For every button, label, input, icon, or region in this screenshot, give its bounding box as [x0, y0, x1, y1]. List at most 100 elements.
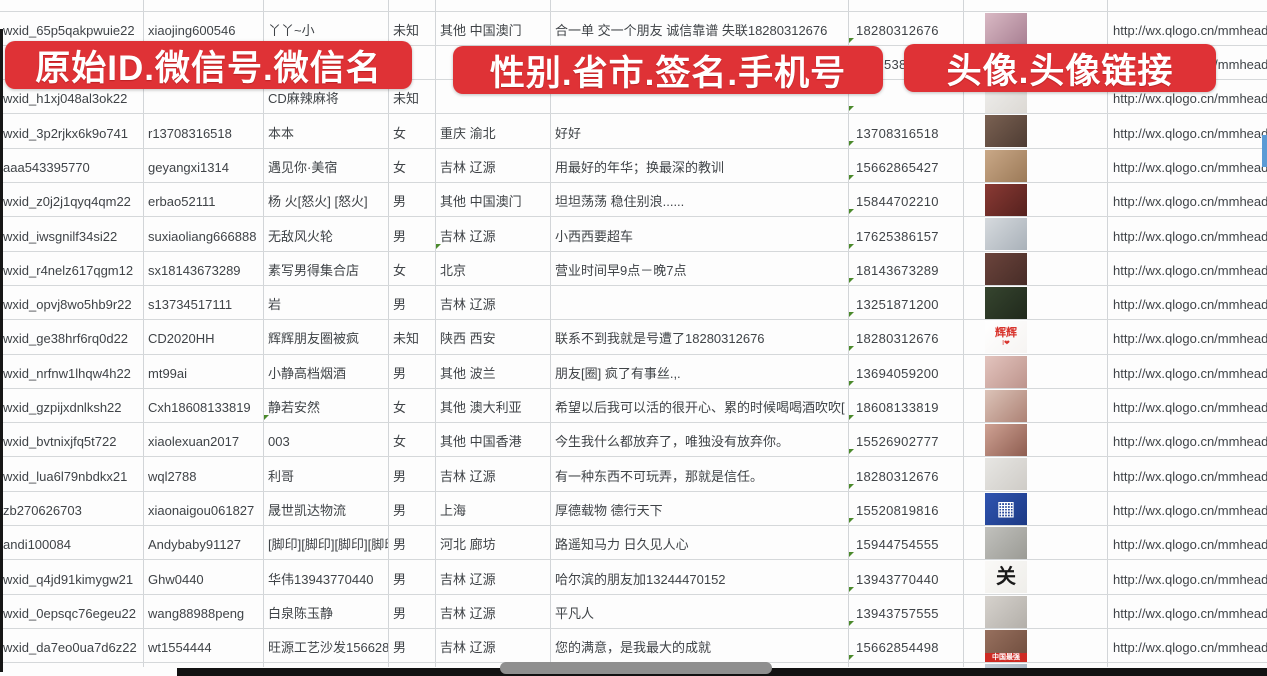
cell-name[interactable]: 晟世凯达物流	[263, 492, 388, 525]
cell-id[interactable]: wxid_0epsqc76egeu22	[0, 595, 143, 628]
cell-avatar[interactable]: ▦	[963, 492, 1107, 525]
cell-province[interactable]: 上海	[435, 492, 550, 525]
cell-name[interactable]: 利哥	[263, 457, 388, 490]
cell-id[interactable]	[0, 663, 143, 676]
cell-avatar[interactable]: 中国最强	[963, 629, 1107, 662]
cell-name[interactable]: CD麻辣麻将	[263, 80, 388, 113]
cell-gender[interactable]: 男	[388, 526, 435, 559]
cell-name[interactable]: 素写男得集合店	[263, 252, 388, 285]
cell-url[interactable]: http://wx.qlogo.cn/mmhead	[1107, 320, 1267, 353]
cell-phone[interactable]: 18280312676	[848, 12, 963, 45]
cell-avatar[interactable]	[963, 595, 1107, 628]
cell-wechat_id[interactable]: mt99ai	[143, 355, 263, 388]
avatar-image[interactable]: 辉辉 I❤	[985, 321, 1027, 354]
cell-url[interactable]: http://wx.qlogo.cn/mmhead	[1107, 355, 1267, 388]
cell-signature[interactable]	[550, 286, 848, 319]
cell-gender[interactable]: 男	[388, 492, 435, 525]
avatar-image[interactable]	[985, 149, 1027, 182]
cell-phone[interactable]: 15662854498	[848, 629, 963, 662]
cell-wechat_id[interactable]: erbao52111	[143, 183, 263, 216]
cell-signature[interactable]: 朋友[圈] 疯了有事丝.,.	[550, 355, 848, 388]
cell-id[interactable]: zb270626703	[0, 492, 143, 525]
cell-gender[interactable]: 女	[388, 252, 435, 285]
cell-id[interactable]: wxid_bvtnixjfq5t722	[0, 423, 143, 456]
cell-signature[interactable]: 您的满意，是我最大的成就	[550, 629, 848, 662]
cell-wechat_id[interactable]: Ghw0440	[143, 560, 263, 593]
cell-phone[interactable]	[848, 80, 963, 113]
avatar-image[interactable]	[985, 458, 1027, 491]
cell-url[interactable]: http://wx.qlogo.cn/mmhead	[1107, 492, 1267, 525]
cell-gender[interactable]: 未知	[388, 320, 435, 353]
cell-wechat_id[interactable]: xiaonaigou061827	[143, 492, 263, 525]
cell-phone[interactable]: 18280312676	[848, 457, 963, 490]
cell-avatar[interactable]	[963, 526, 1107, 559]
cell-avatar[interactable]	[963, 114, 1107, 148]
avatar-image[interactable]	[985, 424, 1027, 457]
cell-wechat_id[interactable]: wang88988peng	[143, 595, 263, 628]
cell-phone[interactable]: 15520819816	[848, 492, 963, 525]
cell-name[interactable]: 杨 火[怒火] [怒火]	[263, 183, 388, 216]
cell-phone[interactable]: 18280312676	[848, 320, 963, 353]
cell-id[interactable]: wxid_opvj8wo5hb9r22	[0, 286, 143, 319]
cell-phone[interactable]: 18143673289	[848, 252, 963, 285]
avatar-image[interactable]	[985, 184, 1027, 216]
cell-wechat_id[interactable]: CD2020HH	[143, 320, 263, 353]
cell-phone[interactable]: 18608133819	[848, 389, 963, 422]
cell-phone[interactable]: 15662865427	[848, 149, 963, 182]
cell-name[interactable]: [脚印][脚印][脚印][脚印]	[263, 526, 388, 559]
cell-name[interactable]: 遇见你·美宿	[263, 149, 388, 182]
avatar-image[interactable]	[985, 389, 1027, 422]
cell-name[interactable]: 无敌风火轮	[263, 217, 388, 250]
cell-signature[interactable]: 平凡人	[550, 595, 848, 628]
cell-gender[interactable]: 男	[388, 629, 435, 662]
cell-province[interactable]: 吉林 辽源	[435, 595, 550, 628]
cell-phone[interactable]: 13943770440	[848, 560, 963, 593]
cell-id[interactable]: wxid_iwsgnilf34si22	[0, 217, 143, 250]
cell-gender[interactable]: 男	[388, 183, 435, 216]
cell-signature[interactable]: 路遥知马力 日久见人心	[550, 526, 848, 559]
cell-id[interactable]: wxid_65p5qakpwuie22	[0, 12, 143, 45]
cell-url[interactable]: http://wx.qlogo.cn/mmhead	[1107, 526, 1267, 559]
cell-signature[interactable]: 好好	[550, 114, 848, 147]
cell-wechat_id[interactable]: wt1554444	[143, 629, 263, 662]
cell-avatar[interactable]: 辉辉 I❤	[963, 320, 1107, 354]
cell-phone[interactable]: 13251871200	[848, 286, 963, 319]
avatar-image[interactable]	[985, 12, 1027, 45]
cell-gender[interactable]: 女	[388, 389, 435, 422]
cell-id[interactable]: wxid_3p2rjkx6k9o741	[0, 114, 143, 147]
avatar-image[interactable]	[985, 252, 1027, 285]
cell-avatar[interactable]	[963, 355, 1107, 388]
cell-phone[interactable]: 13694059200	[848, 355, 963, 388]
cell-province[interactable]: 重庆 渝北	[435, 114, 550, 147]
cell-signature[interactable]: 厚德载物 德行天下	[550, 492, 848, 525]
avatar-image[interactable]	[985, 355, 1027, 388]
cell-phone[interactable]: 15526902777	[848, 423, 963, 456]
cell-url[interactable]: http://wx.qlogo.cn/mmhead	[1107, 423, 1267, 456]
cell-avatar[interactable]	[963, 252, 1107, 285]
avatar-image[interactable]	[985, 527, 1027, 559]
cell-signature[interactable]: 用最好的年华；换最深的教训	[550, 149, 848, 182]
cell-gender[interactable]: 未知	[388, 80, 435, 113]
cell-province[interactable]: 其他 中国澳门	[435, 183, 550, 216]
cell-province[interactable]: 其他 中国澳门	[435, 12, 550, 45]
cell-name[interactable]: 静若安然	[263, 389, 388, 422]
cell-signature[interactable]: 有一种东西不可玩弄，那就是信任。	[550, 457, 848, 490]
cell-signature[interactable]: 坦坦荡荡 稳住别浪......	[550, 183, 848, 216]
cell-gender[interactable]: 男	[388, 217, 435, 250]
cell-wechat_id[interactable]: sx18143673289	[143, 252, 263, 285]
avatar-image[interactable]	[985, 595, 1027, 628]
cell-id[interactable]: aaa543395770	[0, 149, 143, 182]
cell-province[interactable]: 吉林 辽源	[435, 457, 550, 490]
cell-gender[interactable]: 男	[388, 560, 435, 593]
cell-url[interactable]: http://wx.qlogo.cn/mmhead	[1107, 217, 1267, 250]
cell-wechat_id[interactable]: geyangxi1314	[143, 149, 263, 182]
avatar-image[interactable]	[985, 115, 1027, 148]
cell-province[interactable]: 其他 波兰	[435, 355, 550, 388]
cell-name[interactable]: 旺源工艺沙发15662854	[263, 629, 388, 662]
cell-province[interactable]: 其他 中国香港	[435, 423, 550, 456]
cell-signature[interactable]: 营业时间早9点－晚7点	[550, 252, 848, 285]
cell-id[interactable]: wxid_q4jd91kimygw21	[0, 560, 143, 593]
scrollbar-fragment[interactable]	[1262, 135, 1267, 167]
cell-wechat_id[interactable]: Cxh18608133819	[143, 389, 263, 422]
avatar-image[interactable]	[985, 218, 1027, 251]
